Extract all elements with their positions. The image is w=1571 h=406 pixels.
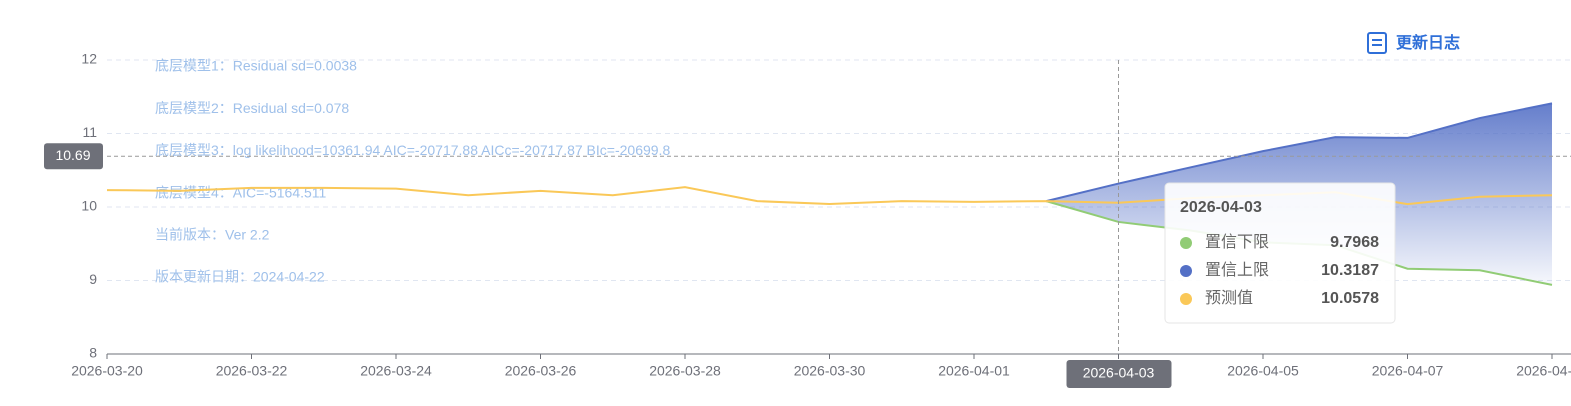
- y-tick-label: 9: [89, 271, 97, 287]
- x-tick-label: 2026-03-26: [505, 363, 577, 379]
- crosshair-x-label: 2026-04-03: [1083, 365, 1155, 381]
- update-log-button[interactable]: 更新日志: [1367, 32, 1460, 54]
- y-tick-label: 12: [81, 51, 97, 67]
- annotation: 当前版本：Ver 2.2: [155, 227, 270, 243]
- crosshair-label-box: [44, 143, 103, 170]
- annotation: 底层模型4：AIC=-5164.511: [155, 184, 327, 200]
- x-tick-label: 2026-04-01: [938, 363, 1010, 379]
- tooltip-dot: [1180, 293, 1192, 305]
- calendar-icon: [1367, 32, 1387, 54]
- annotation: 底层模型1：Residual sd=0.0038: [155, 58, 357, 74]
- x-tick-label: 2026-04-05: [1227, 363, 1299, 379]
- x-tick-label: 2026-03-22: [216, 363, 288, 379]
- tooltip-dot: [1180, 265, 1192, 277]
- tooltip-value: 10.0578: [1321, 290, 1379, 307]
- button-label[interactable]: 更新日志: [1396, 33, 1460, 52]
- annotation: 版本更新日期：2024-04-22: [155, 269, 325, 285]
- y-tick-label: 8: [89, 345, 97, 361]
- tooltip-value: 9.7968: [1330, 234, 1379, 251]
- tooltip-series-name: 预测值: [1205, 289, 1253, 307]
- x-tick-label: 2026-04-07: [1372, 363, 1444, 379]
- tooltip-box: [1164, 182, 1396, 324]
- y-tick-label: 11: [82, 124, 97, 140]
- series-line: [1046, 102, 1553, 203]
- crosshair-y-label: 10.69: [55, 147, 90, 163]
- x-tick-label: 2026-03-30: [794, 363, 866, 379]
- crosshair-label-box: [1066, 360, 1172, 388]
- annotation: 底层模型2：Residual sd=0.078: [155, 100, 349, 116]
- x-tick-label: 2026-04-09: [1516, 363, 1571, 379]
- annotation: 底层模型3：log likelihood=10361.94 AIC=-20717…: [155, 142, 670, 158]
- x-tick-label: 2026-03-24: [360, 363, 432, 379]
- tooltip-series-name: 置信下限: [1205, 233, 1269, 251]
- x-tick-label: 2026-03-28: [649, 363, 721, 379]
- tooltip-series-name: 置信上限: [1205, 261, 1269, 279]
- x-tick-label: 2026-03-20: [71, 363, 143, 379]
- tooltip-title: 2026-04-03: [1180, 199, 1262, 216]
- y-tick-label: 10: [81, 198, 97, 214]
- tooltip: 2026-04-03 置信下限 9.7968 置信上限 10.3187 预测值 10.057…: [1164, 182, 1396, 324]
- tooltip-value: 10.3187: [1321, 262, 1379, 279]
- tooltip-dot: [1180, 237, 1192, 249]
